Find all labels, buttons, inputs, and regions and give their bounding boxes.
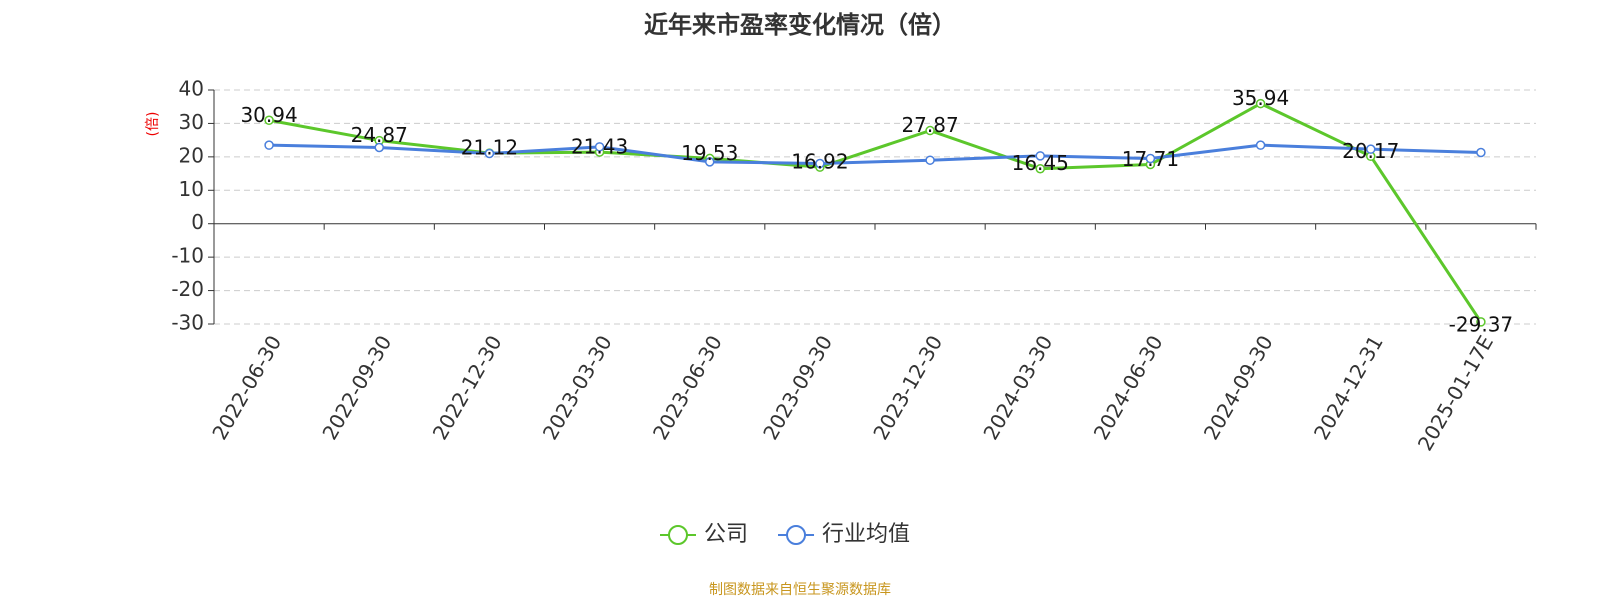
y-tick-label: 10 [179,177,204,201]
point [1366,144,1376,154]
point [594,142,605,152]
x-tick-label: 2022-09-30 [317,331,396,444]
legend-label: 公司 [704,522,748,547]
point [1255,98,1266,109]
point [1145,153,1156,164]
legend-item: 行业均值 [778,522,910,547]
point [705,157,715,167]
point [1255,140,1266,150]
x-tick-label: 2024-06-30 [1089,331,1168,444]
y-axis-label: (倍) [145,112,161,137]
chart-title: 近年来市盈率变化情况（倍） [644,11,956,39]
point [925,155,935,165]
data-label: 24.87 [351,123,408,147]
y-tick-label: 20 [179,143,204,167]
legend-marker [786,525,807,545]
legend-marker [668,525,688,545]
data-label: 16.92 [791,150,848,174]
x-tick-label: 2023-03-30 [538,331,617,444]
point [1476,147,1486,158]
x-tick-label: 2023-06-30 [648,331,727,444]
x-tick-label: 2024-03-30 [978,331,1057,444]
data-label: 16.45 [1012,151,1069,175]
y-tick-label: -30 [171,311,204,335]
y-tick-label: -10 [171,244,204,268]
data-label: 21.43 [571,135,628,159]
x-tick-label: 2024-09-30 [1199,331,1278,444]
data-label: 19.53 [681,141,738,165]
data-label: 17.71 [1122,147,1179,171]
point [925,125,935,136]
series-line [269,143,1481,166]
x-tick-label: 2022-12-30 [428,331,507,444]
x-tick-label: 2023-09-30 [758,331,837,444]
legend-label: 行业均值 [822,522,910,547]
x-tick-label: 2024-12-31 [1309,331,1388,444]
y-tick-label: 40 [179,77,204,101]
series-line [268,101,1483,323]
source-note: 制图数据来自恒生聚源数据库 [709,582,891,598]
x-tick-label: 2022-06-30 [207,331,286,444]
data-label: 20.17 [1342,139,1399,163]
point [264,140,274,150]
y-tick-label: 30 [179,110,204,134]
point [1476,317,1486,327]
data-label: 30.94 [240,103,297,127]
x-tick-label: 2025-01-17E [1413,331,1498,455]
data-label: 27.87 [901,113,958,137]
point [1035,151,1045,161]
point [374,142,384,153]
x-tick-label: 2023-12-30 [868,331,947,444]
legend-item: 公司 [660,522,748,547]
y-tick-label: 0 [191,210,204,234]
data-label: 21.12 [461,136,518,160]
data-label: -29.37 [1449,312,1513,336]
y-tick-label: -20 [171,277,204,301]
data-label: 35.94 [1232,86,1289,110]
point [815,158,825,169]
point [484,148,495,159]
point [264,115,274,126]
point [1035,163,1045,174]
